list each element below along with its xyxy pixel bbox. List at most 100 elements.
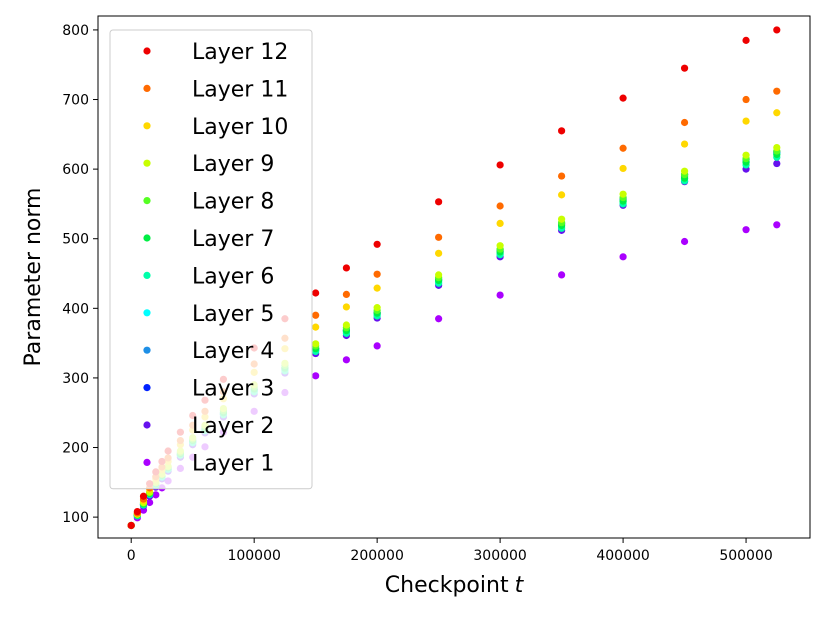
- legend-entry: Layer 6: [143, 264, 274, 289]
- data-point: [373, 284, 381, 292]
- data-point: [342, 290, 351, 298]
- legend-entry: Layer 12: [143, 40, 288, 65]
- data-point: [435, 198, 443, 206]
- data-point: [680, 140, 689, 148]
- y-tick-label: 500: [62, 232, 89, 248]
- y-tick-label: 300: [62, 371, 89, 387]
- data-point: [435, 315, 443, 323]
- data-point: [773, 26, 781, 34]
- data-point: [742, 151, 750, 159]
- legend-marker: [143, 197, 151, 205]
- data-point: [312, 323, 320, 331]
- legend: Layer 12 Layer 11 Layer 10 Layer 9 Layer 8 La…: [109, 29, 313, 490]
- data-point: [373, 270, 381, 278]
- legend-label: Layer 4: [192, 339, 274, 364]
- legend-entry: Layer 9: [143, 152, 274, 177]
- x-tick-label: 400000: [596, 548, 649, 564]
- legend-entry: Layer 4: [143, 339, 274, 364]
- data-point: [312, 289, 320, 297]
- data-point: [680, 167, 689, 175]
- data-point: [557, 172, 566, 180]
- data-point: [373, 342, 381, 350]
- legend-entry: Layer 8: [143, 190, 274, 215]
- legend-label: Layer 5: [192, 302, 274, 327]
- legend-entry: Layer 2: [143, 414, 274, 439]
- data-point: [742, 117, 750, 125]
- data-point: [619, 144, 627, 152]
- legend-label: Layer 9: [192, 152, 274, 177]
- data-point: [496, 219, 504, 228]
- data-point: [619, 164, 627, 173]
- data-point: [342, 356, 351, 364]
- data-point: [619, 190, 627, 198]
- legend-entry: Layer 1: [143, 451, 274, 476]
- data-point: [557, 215, 566, 223]
- data-point: [742, 226, 750, 234]
- y-axis-label: Parameter norm: [21, 188, 46, 367]
- data-point: [619, 253, 627, 261]
- data-point: [312, 311, 320, 319]
- legend-entry: Layer 11: [143, 77, 288, 102]
- legend-label: Layer 2: [192, 414, 274, 439]
- data-point: [680, 64, 689, 72]
- legend-marker: [143, 84, 151, 92]
- y-tick-label: 100: [62, 510, 89, 526]
- data-point: [557, 271, 566, 279]
- x-tick-label: 0: [127, 548, 136, 564]
- plot-frame: [97, 15, 811, 539]
- data-point: [742, 36, 750, 44]
- legend-label: Layer 6: [192, 264, 274, 289]
- x-axis-ticks: 0 100000 200000 300000 400000 500000: [127, 538, 773, 564]
- y-tick-label: 200: [62, 441, 89, 457]
- legend-marker: [143, 271, 151, 279]
- data-point: [435, 233, 443, 241]
- legend-label: Layer 10: [192, 115, 288, 140]
- data-point: [373, 304, 381, 312]
- legend-entry: Layer 5: [143, 302, 274, 327]
- data-point: [742, 95, 750, 104]
- legend-marker: [143, 122, 151, 130]
- x-tick-label: 200000: [350, 548, 403, 564]
- legend-entry: Layer 10: [143, 115, 288, 140]
- data-point: [496, 242, 504, 250]
- data-point: [496, 161, 504, 169]
- y-tick-label: 800: [62, 23, 89, 39]
- data-point: [773, 159, 781, 168]
- legend-marker: [143, 346, 151, 354]
- x-tick-label: 100000: [227, 548, 280, 564]
- legend-entry: Layer 7: [143, 227, 274, 252]
- y-tick-label: 400: [62, 301, 89, 317]
- legend-box: [109, 29, 313, 490]
- data-point: [680, 118, 689, 127]
- data-point: [139, 492, 148, 500]
- legend-label: Layer 7: [192, 227, 274, 252]
- legend-label: Layer 8: [192, 190, 274, 215]
- data-point: [680, 237, 689, 246]
- data-point: [133, 507, 141, 516]
- legend-label: Layer 11: [192, 77, 288, 102]
- data-point: [312, 340, 320, 348]
- data-point: [152, 491, 160, 499]
- x-tick-label: 300000: [473, 548, 526, 564]
- legend-entry: Layer 3: [143, 377, 274, 402]
- legend-marker: [143, 47, 151, 55]
- legend-label: Layer 12: [192, 40, 288, 65]
- legend-label: Layer 1: [192, 451, 274, 476]
- data-point: [435, 249, 443, 257]
- data-point: [773, 143, 781, 152]
- data-point: [342, 321, 351, 329]
- legend-marker: [143, 309, 151, 317]
- legend-marker: [143, 234, 151, 242]
- data-point: [496, 202, 504, 210]
- data-point: [127, 521, 135, 530]
- legend-label: Layer 3: [192, 377, 274, 402]
- data-point: [373, 240, 381, 248]
- x-tick-label: 500000: [719, 548, 772, 564]
- data-point: [557, 191, 566, 199]
- data-point: [496, 291, 504, 299]
- data-point: [773, 87, 781, 95]
- legend-marker: [143, 421, 151, 429]
- legend-items: Layer 12 Layer 11 Layer 10 Layer 9 Layer 8 La…: [143, 40, 288, 476]
- y-tick-label: 600: [62, 162, 89, 178]
